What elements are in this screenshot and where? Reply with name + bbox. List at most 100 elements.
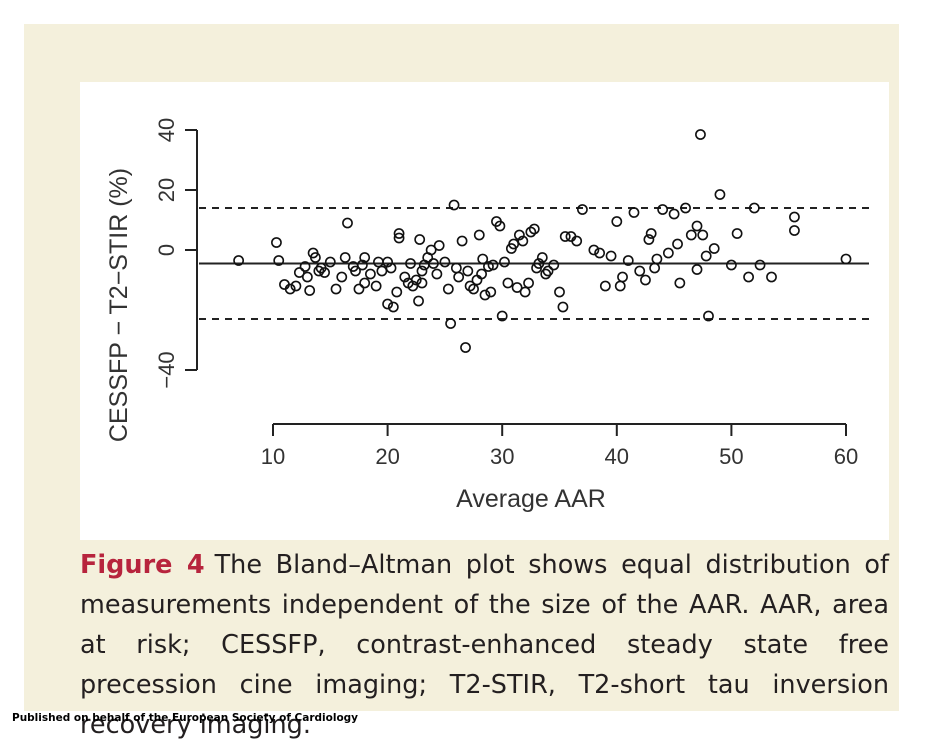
- data-point: [359, 252, 371, 263]
- data-point: [233, 255, 245, 266]
- data-point: [743, 271, 754, 283]
- data-point: [614, 280, 626, 292]
- data-point: [391, 286, 403, 298]
- data-point: [695, 129, 706, 140]
- data-point: [523, 277, 534, 289]
- data-point: [594, 247, 606, 259]
- data-point: [513, 229, 525, 241]
- data-point: [485, 286, 497, 298]
- data-point: [528, 223, 540, 235]
- data-point: [462, 265, 474, 277]
- data-point: [319, 267, 330, 278]
- data-point: [464, 280, 476, 292]
- data-point: [754, 259, 766, 271]
- data-point: [588, 244, 600, 256]
- x-tick-label: 30: [490, 444, 514, 469]
- data-point: [536, 252, 548, 263]
- data-point: [460, 342, 471, 353]
- data-point: [416, 265, 428, 277]
- data-point: [273, 255, 285, 266]
- data-point: [376, 265, 388, 277]
- data-point: [428, 258, 439, 269]
- data-point: [299, 261, 311, 272]
- data-point: [483, 261, 494, 272]
- figure-label: Figure 4: [80, 550, 205, 580]
- data-point: [726, 259, 737, 271]
- data-point: [414, 234, 426, 245]
- data-point: [431, 268, 443, 280]
- data-point: [399, 271, 411, 283]
- data-point: [714, 189, 726, 200]
- data-point: [425, 244, 437, 256]
- data-point: [494, 220, 506, 232]
- data-point: [517, 235, 529, 247]
- data-point: [599, 280, 611, 292]
- data-point: [330, 283, 342, 295]
- data-point: [511, 282, 523, 293]
- y-axis-label: CESSFP − T2−STIR (%): [105, 168, 133, 442]
- data-point: [385, 262, 397, 274]
- data-point: [540, 268, 552, 280]
- data-point: [442, 283, 454, 295]
- data-point: [519, 286, 531, 298]
- data-point: [336, 271, 348, 283]
- data-point: [487, 259, 499, 271]
- data-point: [789, 211, 800, 223]
- data-point: [271, 237, 282, 248]
- data-point: [304, 285, 316, 296]
- data-point: [359, 277, 371, 289]
- data-point: [685, 229, 697, 241]
- x-axis-label: Average AAR: [456, 485, 606, 513]
- data-point: [680, 202, 691, 214]
- x-tick-label: 20: [375, 444, 399, 469]
- data-point: [356, 259, 368, 271]
- x-tick-label: 40: [605, 444, 629, 469]
- data-points: [233, 129, 852, 353]
- data-point: [479, 289, 491, 301]
- data-point: [700, 250, 712, 262]
- data-point: [640, 274, 651, 286]
- data-point: [645, 228, 657, 239]
- data-point: [496, 310, 508, 322]
- data-point: [672, 238, 683, 250]
- data-point: [413, 295, 424, 307]
- data-point: [382, 298, 393, 310]
- data-point: [410, 274, 422, 286]
- data-point: [571, 235, 583, 247]
- data-point: [450, 262, 462, 274]
- data-point: [657, 204, 669, 215]
- y-tick-label: 0: [154, 244, 179, 256]
- data-point: [476, 268, 487, 280]
- data-point: [416, 277, 428, 289]
- data-point: [628, 207, 640, 218]
- data-point: [290, 280, 302, 292]
- x-tick-label: 50: [719, 444, 743, 469]
- data-point: [439, 256, 451, 268]
- data-point: [611, 216, 623, 227]
- data-point: [284, 283, 296, 295]
- data-point: [393, 232, 405, 244]
- data-point: [605, 250, 617, 262]
- data-point: [691, 264, 703, 275]
- data-point: [731, 228, 743, 239]
- data-point: [766, 271, 777, 283]
- data-point: [499, 256, 510, 268]
- data-point: [301, 271, 313, 283]
- data-point: [313, 265, 325, 277]
- data-point: [703, 310, 714, 322]
- data-point: [448, 199, 460, 211]
- data-point: [697, 229, 709, 241]
- bland-altman-chart: −40 0 20 40 10 20 30 40 50 60 Average AAR CESSFP…: [105, 118, 869, 513]
- caption-text: The Bland–Altman plot shows equal distri…: [80, 550, 889, 740]
- data-point: [840, 253, 852, 265]
- data-point: [622, 255, 634, 266]
- data-point: [353, 283, 365, 295]
- data-point: [370, 280, 382, 292]
- data-point: [548, 259, 560, 271]
- data-point: [407, 280, 419, 292]
- data-point: [473, 229, 485, 241]
- data-point: [525, 226, 537, 238]
- data-point: [708, 243, 720, 254]
- figure-caption: Figure 4 The Bland–Altman plot shows equa…: [80, 545, 889, 745]
- data-point: [387, 301, 399, 313]
